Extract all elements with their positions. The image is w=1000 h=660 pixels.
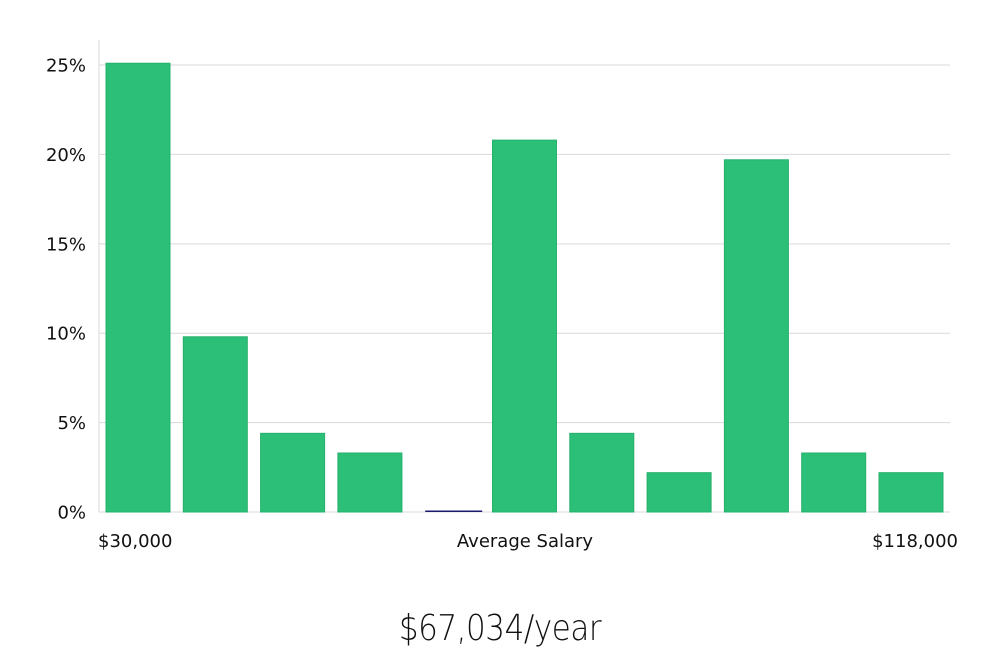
bar <box>492 139 557 513</box>
salary-distribution-chart: 0%5%10%15%20%25% $30,000 Average Salary … <box>46 40 958 552</box>
y-tick-label: 10% <box>46 324 86 345</box>
bars <box>105 62 944 513</box>
average-salary-value: $67,034/year <box>398 608 602 649</box>
bar <box>646 472 712 513</box>
y-tick-label: 20% <box>46 145 86 166</box>
x-axis-max-label: $118,000 <box>872 531 958 552</box>
y-tick-label: 0% <box>57 503 86 524</box>
bar <box>105 62 171 513</box>
bar <box>260 432 326 513</box>
y-tick-label: 15% <box>46 234 86 255</box>
bar <box>801 452 867 513</box>
y-tick-label: 5% <box>57 413 86 434</box>
bar <box>569 432 635 513</box>
bar <box>182 336 248 513</box>
x-axis-title: Average Salary <box>457 531 594 552</box>
bar <box>337 452 403 513</box>
bar <box>878 472 944 513</box>
y-tick-label: 25% <box>46 56 86 77</box>
bar <box>723 159 789 513</box>
y-axis-ticks: 0% 5% 10% 15% 20% 25% <box>46 56 86 524</box>
bar <box>425 510 483 512</box>
x-axis-min-label: $30,000 <box>98 531 172 552</box>
